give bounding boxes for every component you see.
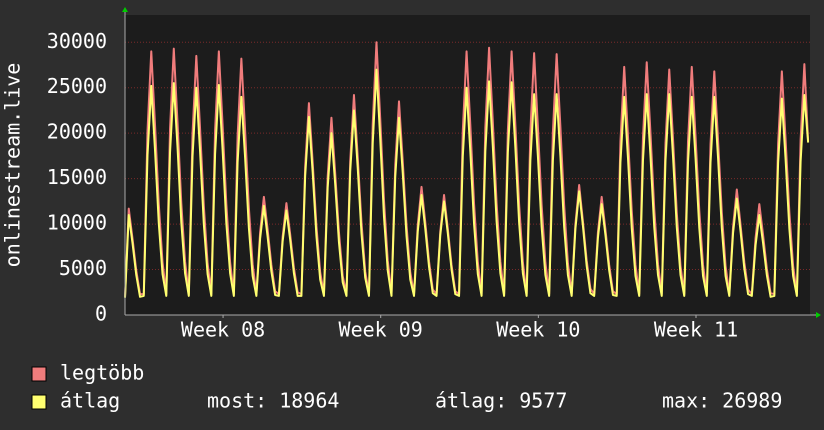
- y-arrow: [122, 7, 128, 12]
- x-tick-label: Week 09: [339, 318, 423, 342]
- y-axis-label: onlinestream.live: [1, 63, 25, 268]
- legend-label: legtöbb: [60, 361, 144, 385]
- legend-swatch: [31, 366, 47, 382]
- series-line: [124, 68, 810, 298]
- lines: [124, 41, 810, 298]
- stat-label: most:: [207, 389, 267, 413]
- series-line: [124, 41, 810, 297]
- x-arrow: [816, 312, 821, 318]
- stat-value: 26989: [722, 389, 782, 413]
- stat-value: 9577: [519, 389, 567, 413]
- stat-value: 18964: [279, 389, 339, 413]
- x-tick-label: Week 11: [654, 318, 738, 342]
- y-tick-label: 25000: [47, 74, 107, 98]
- y-tick-label: 30000: [47, 29, 107, 53]
- x-tick-label: Week 08: [181, 318, 265, 342]
- y-tick-label: 5000: [59, 256, 107, 280]
- y-tick-label: 10000: [47, 211, 107, 235]
- stat-label: átlag:: [435, 389, 507, 413]
- legend-swatch: [31, 394, 47, 410]
- legend: legtöbb átlag most: 18964 átlag: 9577 max: 2698…: [31, 361, 782, 413]
- stat-label: max:: [662, 389, 710, 413]
- y-tick-label: 15000: [47, 165, 107, 189]
- legend-label: átlag: [60, 389, 120, 413]
- x-tick-label: Week 10: [496, 318, 580, 342]
- y-tick-label: 20000: [47, 120, 107, 144]
- y-tick-label: 0: [95, 302, 107, 326]
